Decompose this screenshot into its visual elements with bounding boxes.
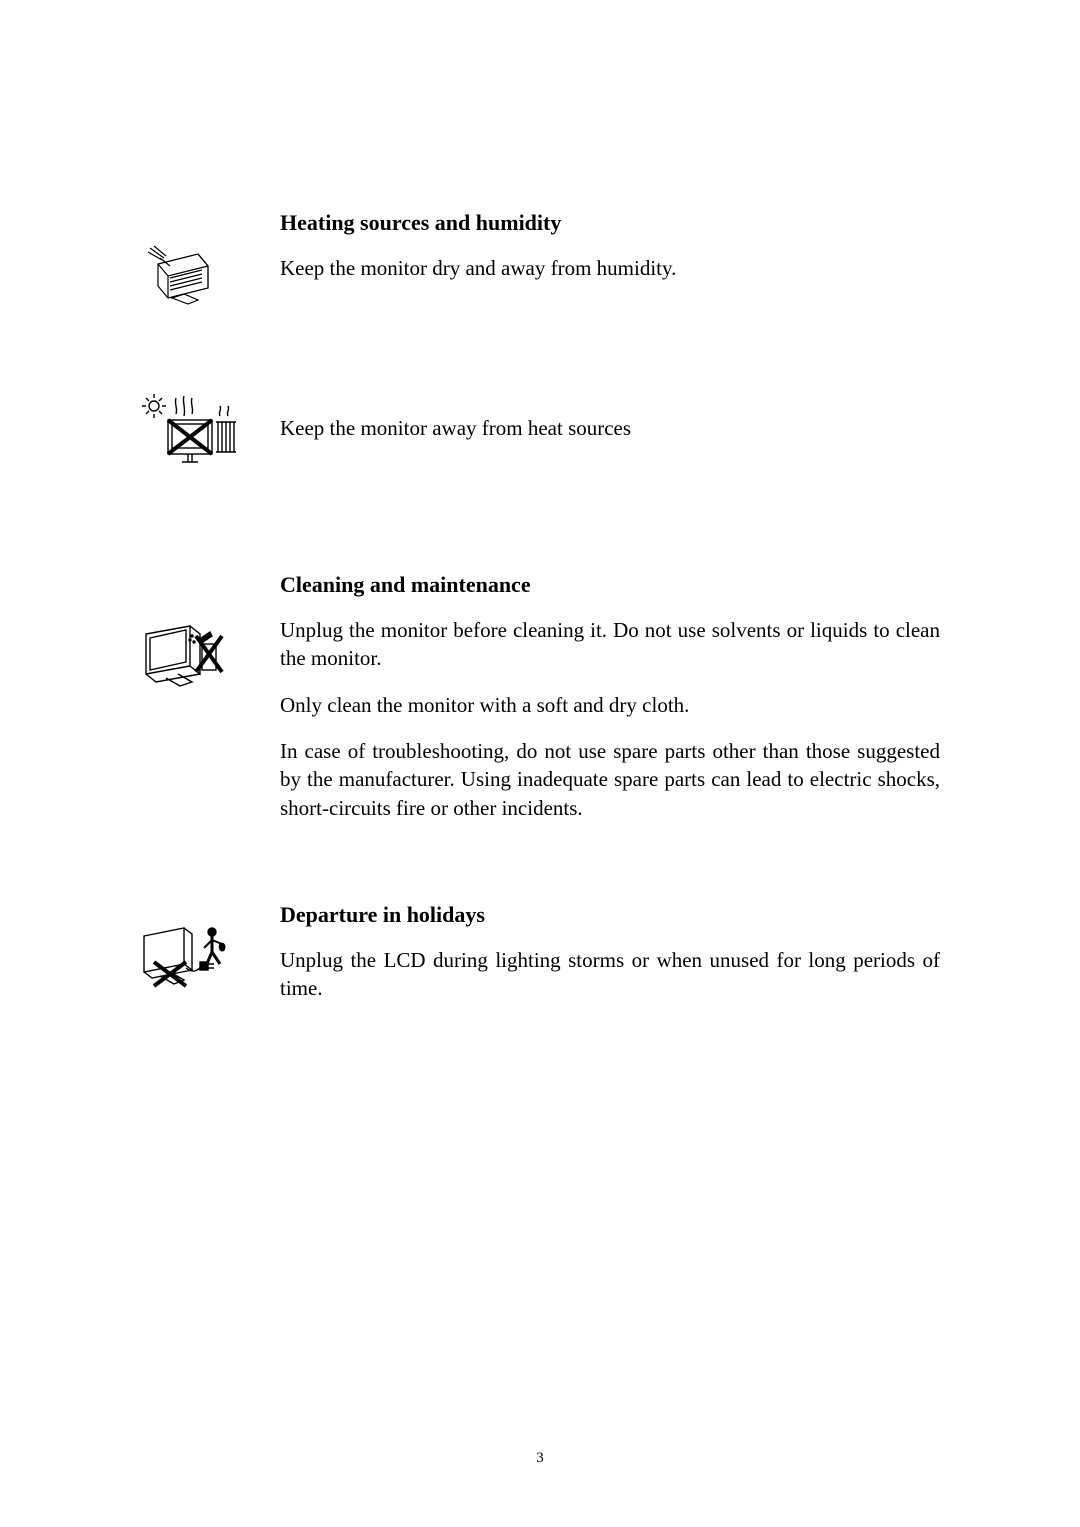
para-departure: Unplug the LCD during lighting storms or… <box>280 946 940 1003</box>
heading-cleaning: Cleaning and maintenance <box>280 572 940 598</box>
section-departure: Departure in holidays Unplug the LCD dur… <box>140 902 940 1003</box>
departure-icon <box>140 902 280 997</box>
section-cleaning: Cleaning and maintenance Unplug the moni… <box>140 572 940 822</box>
heat-source-icon <box>140 388 280 472</box>
section-heating-humidity: Heating sources and humidity Keep the mo… <box>140 210 940 308</box>
cleaning-icon <box>140 572 280 696</box>
humidity-icon <box>140 210 280 308</box>
para-cleaning-1: Unplug the monitor before cleaning it. D… <box>280 616 940 673</box>
para-cleaning-3: In case of troubleshooting, do not use s… <box>280 737 940 822</box>
heading-heating: Heating sources and humidity <box>280 210 940 236</box>
para-humidity: Keep the monitor dry and away from humid… <box>280 254 940 282</box>
para-heat-sources: Keep the monitor away from heat sources <box>280 414 940 442</box>
page-number: 3 <box>0 1450 1080 1467</box>
heading-departure: Departure in holidays <box>280 902 940 928</box>
para-cleaning-2: Only clean the monitor with a soft and d… <box>280 691 940 719</box>
section-heat-sources: Keep the monitor away from heat sources <box>140 388 940 472</box>
